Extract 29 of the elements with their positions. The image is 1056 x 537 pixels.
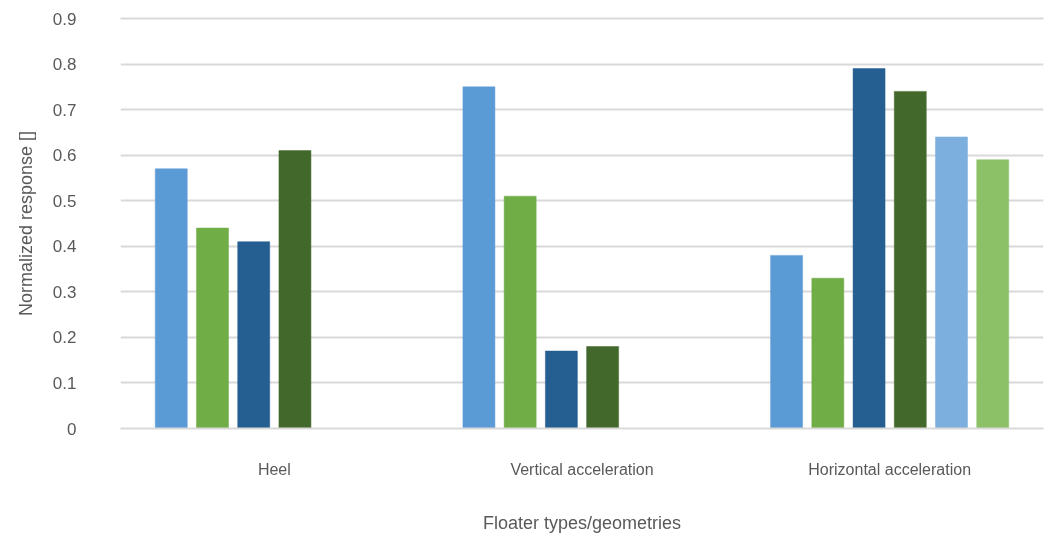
bar xyxy=(811,277,845,429)
bar xyxy=(545,350,578,429)
y-tick-label: 0.5 xyxy=(52,191,77,211)
y-tick-label: 0.3 xyxy=(52,282,77,302)
x-axis-title: Floater types/geometries xyxy=(482,512,682,533)
bar xyxy=(770,255,803,429)
y-tick-label: 0.8 xyxy=(52,55,77,75)
y-axis-title: Normalized response [] xyxy=(15,130,36,317)
y-tick-label: 0.2 xyxy=(52,328,77,348)
y-tick-label: 0 xyxy=(67,419,77,439)
x-tick-label: Vertical acceleration xyxy=(510,460,654,478)
bar xyxy=(196,227,229,429)
bar xyxy=(976,159,1009,429)
bar xyxy=(462,86,496,429)
bar xyxy=(237,241,270,429)
bar xyxy=(586,346,619,429)
bar xyxy=(503,195,537,429)
bar xyxy=(155,168,188,429)
bar xyxy=(894,91,927,429)
y-tick-label: 0.4 xyxy=(52,237,77,257)
y-tick-label: 0.6 xyxy=(52,146,77,166)
bar xyxy=(935,136,968,429)
bar xyxy=(278,150,312,429)
y-tick-label: 0.1 xyxy=(52,373,77,393)
y-tick-label: 0.9 xyxy=(52,9,77,29)
x-tick-label: Heel xyxy=(257,460,291,478)
bar xyxy=(852,68,886,429)
x-tick-label: Horizontal acceleration xyxy=(808,460,972,478)
y-tick-label: 0.7 xyxy=(52,100,77,120)
